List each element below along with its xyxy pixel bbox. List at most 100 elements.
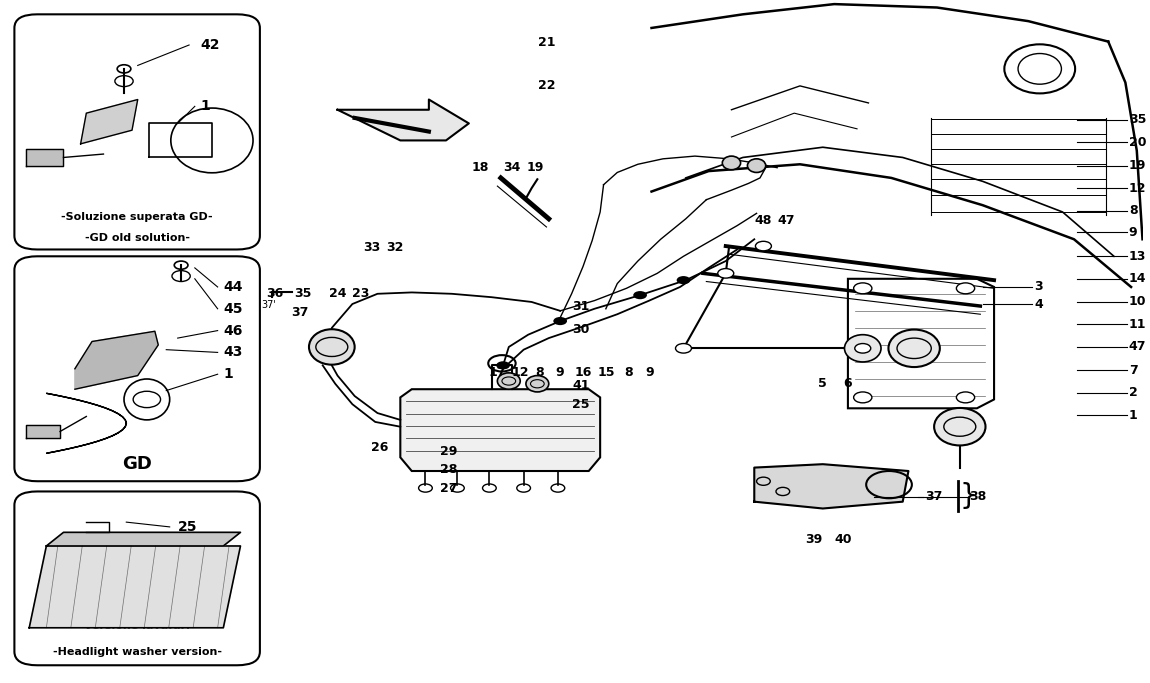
Text: 40: 40 bbox=[835, 533, 852, 546]
Circle shape bbox=[854, 344, 871, 353]
Polygon shape bbox=[754, 464, 908, 509]
Text: 8: 8 bbox=[535, 365, 544, 378]
Circle shape bbox=[553, 317, 567, 325]
Text: 38: 38 bbox=[969, 490, 987, 503]
Circle shape bbox=[853, 392, 872, 403]
Text: 14: 14 bbox=[1129, 273, 1147, 285]
Polygon shape bbox=[46, 532, 240, 546]
Text: 19: 19 bbox=[527, 161, 544, 174]
Text: 48: 48 bbox=[754, 214, 772, 227]
Polygon shape bbox=[81, 100, 138, 144]
Circle shape bbox=[497, 361, 509, 370]
Polygon shape bbox=[338, 100, 469, 141]
Text: }: } bbox=[960, 482, 978, 510]
Text: 31: 31 bbox=[572, 300, 590, 313]
Ellipse shape bbox=[748, 159, 766, 173]
Text: 9: 9 bbox=[645, 365, 653, 378]
Text: 9: 9 bbox=[555, 365, 565, 378]
Text: -Versione lavafari-: -Versione lavafari- bbox=[79, 621, 194, 631]
FancyBboxPatch shape bbox=[15, 492, 260, 665]
Polygon shape bbox=[47, 393, 126, 454]
Text: 30: 30 bbox=[572, 323, 590, 336]
Text: 41: 41 bbox=[572, 379, 590, 392]
Ellipse shape bbox=[889, 330, 940, 367]
Polygon shape bbox=[29, 546, 240, 628]
Circle shape bbox=[676, 276, 690, 284]
Text: 7: 7 bbox=[1129, 363, 1137, 376]
Text: 47: 47 bbox=[1129, 340, 1147, 354]
Text: 21: 21 bbox=[538, 36, 555, 49]
Circle shape bbox=[853, 283, 872, 294]
FancyBboxPatch shape bbox=[15, 14, 260, 249]
Text: 8: 8 bbox=[1129, 204, 1137, 217]
Text: 39: 39 bbox=[805, 533, 822, 546]
Text: 26: 26 bbox=[371, 441, 389, 454]
Text: 16: 16 bbox=[574, 365, 592, 378]
Ellipse shape bbox=[722, 156, 741, 170]
Text: 6: 6 bbox=[844, 377, 852, 390]
Polygon shape bbox=[25, 425, 60, 438]
Text: 18: 18 bbox=[472, 161, 489, 174]
Text: 17: 17 bbox=[489, 365, 506, 378]
Text: 44: 44 bbox=[223, 280, 243, 294]
Text: 35: 35 bbox=[1129, 113, 1147, 126]
Circle shape bbox=[634, 291, 647, 299]
Polygon shape bbox=[25, 150, 63, 166]
Text: 47: 47 bbox=[777, 214, 795, 227]
Text: 33: 33 bbox=[363, 241, 381, 254]
Text: 1: 1 bbox=[1129, 408, 1137, 421]
Text: -GD old solution-: -GD old solution- bbox=[85, 233, 190, 242]
Text: 4: 4 bbox=[1034, 298, 1043, 311]
Text: 8: 8 bbox=[624, 365, 632, 378]
Text: 35: 35 bbox=[294, 288, 312, 301]
Text: 37: 37 bbox=[291, 307, 308, 320]
Text: 43: 43 bbox=[223, 346, 243, 359]
Text: 13: 13 bbox=[1129, 250, 1147, 263]
Ellipse shape bbox=[844, 335, 881, 362]
Text: 34: 34 bbox=[504, 161, 521, 174]
Text: 24: 24 bbox=[329, 288, 346, 301]
Text: 11: 11 bbox=[1129, 318, 1147, 331]
Text: 22: 22 bbox=[538, 79, 555, 92]
Text: 12: 12 bbox=[512, 365, 529, 378]
Text: 1: 1 bbox=[200, 99, 210, 113]
Ellipse shape bbox=[934, 408, 986, 445]
Text: -Soluzione superata GD-: -Soluzione superata GD- bbox=[61, 212, 213, 222]
Polygon shape bbox=[400, 389, 600, 471]
Text: 46: 46 bbox=[223, 324, 243, 337]
Ellipse shape bbox=[498, 373, 520, 389]
Polygon shape bbox=[75, 331, 159, 389]
Text: 19: 19 bbox=[1129, 159, 1147, 172]
Ellipse shape bbox=[526, 376, 549, 392]
Text: 9: 9 bbox=[1129, 226, 1137, 239]
Text: 1: 1 bbox=[223, 367, 233, 381]
Text: 42: 42 bbox=[200, 38, 220, 52]
FancyBboxPatch shape bbox=[15, 256, 260, 482]
Text: 23: 23 bbox=[352, 288, 369, 301]
Circle shape bbox=[957, 283, 975, 294]
Text: 25: 25 bbox=[572, 398, 590, 410]
Text: GD: GD bbox=[122, 455, 152, 473]
Text: 25: 25 bbox=[177, 520, 197, 534]
Text: 15: 15 bbox=[597, 365, 614, 378]
Text: -Headlight washer version-: -Headlight washer version- bbox=[53, 647, 222, 657]
Text: 12: 12 bbox=[1129, 182, 1147, 195]
Circle shape bbox=[675, 344, 691, 353]
Text: 3: 3 bbox=[1034, 281, 1043, 294]
Text: 5: 5 bbox=[819, 377, 827, 390]
Text: 10: 10 bbox=[1129, 296, 1147, 309]
Text: 37': 37' bbox=[261, 300, 276, 309]
Text: 28: 28 bbox=[439, 463, 457, 476]
Text: 27: 27 bbox=[439, 482, 457, 494]
Text: 20: 20 bbox=[1129, 136, 1147, 149]
Text: 2: 2 bbox=[1129, 386, 1137, 399]
Circle shape bbox=[718, 268, 734, 278]
Circle shape bbox=[756, 241, 772, 251]
Text: 45: 45 bbox=[223, 302, 243, 316]
Text: 32: 32 bbox=[386, 241, 404, 254]
Text: 36: 36 bbox=[266, 288, 283, 301]
Text: 29: 29 bbox=[439, 445, 457, 458]
Ellipse shape bbox=[309, 329, 354, 365]
Text: 37: 37 bbox=[926, 490, 943, 503]
Circle shape bbox=[957, 392, 975, 403]
